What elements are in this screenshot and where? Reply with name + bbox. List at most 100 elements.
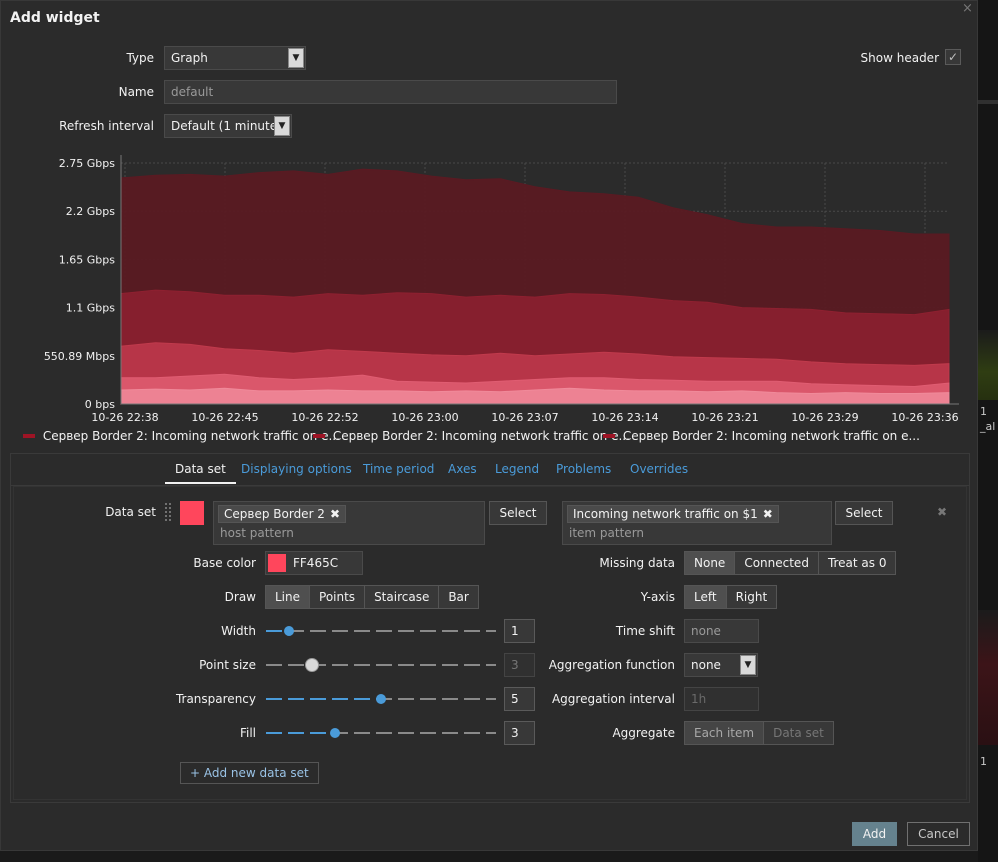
background-page-bottom xyxy=(0,851,978,862)
aggregate-label: Aggregate xyxy=(612,726,675,740)
width-input[interactable]: 1 xyxy=(504,619,535,643)
missing-none-option[interactable]: None xyxy=(685,552,735,574)
tab-overrides[interactable]: Overrides xyxy=(630,462,689,476)
background-text: 1 xyxy=(980,755,987,768)
legend-color-swatch xyxy=(313,433,325,438)
transparency-slider[interactable] xyxy=(266,692,496,706)
missing-data-toggle: None Connected Treat as 0 xyxy=(684,551,897,575)
show-header-checkbox[interactable]: ✓ xyxy=(945,49,961,65)
y-axis-right-option[interactable]: Right xyxy=(725,586,777,608)
tab-problems[interactable]: Problems xyxy=(556,462,612,476)
item-pattern-placeholder: item pattern xyxy=(569,526,645,540)
draw-bar-option[interactable]: Bar xyxy=(438,586,478,608)
x-tick-label: 10-26 22:38 xyxy=(91,411,158,424)
point-size-input: 3 xyxy=(504,653,535,677)
missing-connected-option[interactable]: Connected xyxy=(734,552,818,574)
draw-points-option[interactable]: Points xyxy=(309,586,364,608)
x-tick-label: 10-26 22:45 xyxy=(191,411,258,424)
fill-slider[interactable] xyxy=(266,726,496,740)
width-label: Width xyxy=(221,624,256,638)
y-tick-label: 2.75 Gbps xyxy=(59,157,115,170)
width-slider[interactable] xyxy=(266,624,496,638)
remove-chip-icon[interactable]: ✖ xyxy=(762,507,773,521)
aggregation-interval-label: Aggregation interval xyxy=(551,692,675,706)
draw-staircase-option[interactable]: Staircase xyxy=(364,586,438,608)
host-pattern-input[interactable]: Сервер Border 2 ✖ host pattern xyxy=(213,501,485,545)
chevron-down-icon: ▼ xyxy=(740,655,756,675)
tab-data-set[interactable]: Data set xyxy=(165,462,236,484)
draw-label: Draw xyxy=(224,590,256,604)
base-color-input[interactable]: FF465C xyxy=(265,551,363,575)
background-divider xyxy=(978,100,998,104)
x-tick-label: 10-26 22:52 xyxy=(291,411,358,424)
base-color-value: FF465C xyxy=(293,556,339,570)
y-axis-label: Y-axis xyxy=(640,590,675,604)
show-header-label: Show header xyxy=(860,51,939,65)
slider-thumb[interactable] xyxy=(376,694,386,704)
y-tick-label: 1.65 Gbps xyxy=(59,253,115,266)
item-pattern-input[interactable]: Incoming network traffic on $1 ✖ item pat… xyxy=(562,501,832,545)
base-color-swatch xyxy=(268,554,286,572)
slider-thumb[interactable] xyxy=(330,728,340,738)
legend-item: Сервер Border 2: Incoming network traffi… xyxy=(313,429,630,443)
y-axis-left-option[interactable]: Left xyxy=(685,586,726,608)
time-shift-label: Time shift xyxy=(615,624,675,638)
y-tick-label: 2.2 Gbps xyxy=(66,205,115,218)
config-tabs: Data set Displaying options Time period … xyxy=(11,454,969,486)
fill-label: Fill xyxy=(239,726,256,740)
legend-label: Сервер Border 2: Incoming network traffi… xyxy=(332,429,630,443)
add-new-data-set-button[interactable]: + Add new data set xyxy=(180,762,319,784)
host-pattern-placeholder: host pattern xyxy=(220,526,294,540)
series-area xyxy=(120,387,950,405)
tab-legend[interactable]: Legend xyxy=(495,462,540,476)
draw-toggle: Line Points Staircase Bar xyxy=(265,585,479,609)
legend-label: Сервер Border 2: Incoming network traffi… xyxy=(42,429,340,443)
y-tick-label: 550.89 Mbps xyxy=(44,350,115,363)
draw-line-option[interactable]: Line xyxy=(266,586,310,608)
item-chip: Incoming network traffic on $1 ✖ xyxy=(567,505,779,523)
slider-thumb xyxy=(305,658,319,672)
background-chart-red xyxy=(978,610,998,745)
slider-thumb[interactable] xyxy=(284,626,294,636)
x-tick-label: 10-26 23:21 xyxy=(691,411,758,424)
graph-legend: Сервер Border 2: Incoming network traffi… xyxy=(23,429,923,445)
aggregation-function-label: Aggregation function xyxy=(548,658,675,672)
config-panel: Data set Displaying options Time period … xyxy=(10,453,970,803)
close-icon[interactable]: × xyxy=(962,1,973,16)
transparency-input[interactable]: 5 xyxy=(504,687,535,711)
add-widget-dialog: Add widget × Type Graph ▼ Show header ✓ … xyxy=(0,0,978,851)
tab-displaying-options[interactable]: Displaying options xyxy=(241,462,352,476)
fill-input[interactable]: 3 xyxy=(504,721,535,745)
missing-data-label: Missing data xyxy=(599,556,675,570)
drag-handle-icon[interactable] xyxy=(164,502,172,522)
aggregate-each-item-option: Each item xyxy=(685,722,764,744)
host-chip-label: Сервер Border 2 xyxy=(224,507,325,521)
data-set-color-swatch[interactable] xyxy=(180,501,204,525)
item-select-button[interactable]: Select xyxy=(835,501,893,525)
host-select-button[interactable]: Select xyxy=(489,501,547,525)
x-tick-label: 10-26 23:29 xyxy=(791,411,858,424)
name-input[interactable]: default xyxy=(164,80,617,104)
cancel-button[interactable]: Cancel xyxy=(907,822,970,846)
background-text: _al xyxy=(980,420,996,433)
remove-chip-icon[interactable]: ✖ xyxy=(329,507,341,521)
chevron-down-icon: ▼ xyxy=(274,116,290,136)
graph-preview: 2.75 Gbps 2.2 Gbps 1.65 Gbps 1.1 Gbps 550.89… xyxy=(1,151,979,451)
aggregation-function-select[interactable]: none ▼ xyxy=(684,653,758,677)
missing-treat-zero-option[interactable]: Treat as 0 xyxy=(817,552,896,574)
data-set-label: Data set xyxy=(105,505,156,519)
tab-time-period[interactable]: Time period xyxy=(363,462,435,476)
remove-data-set-icon[interactable]: ✖ xyxy=(937,505,948,519)
legend-color-swatch xyxy=(603,433,615,438)
x-tick-label: 10-26 23:14 xyxy=(591,411,658,424)
refresh-interval-select[interactable]: Default (1 minute) ▼ xyxy=(164,114,292,138)
x-tick-label: 10-26 23:07 xyxy=(491,411,558,424)
time-shift-input[interactable]: none xyxy=(684,619,759,643)
tab-axes[interactable]: Axes xyxy=(448,462,477,476)
add-button[interactable]: Add xyxy=(852,822,897,846)
transparency-label: Transparency xyxy=(175,692,256,706)
type-select[interactable]: Graph ▼ xyxy=(164,46,306,70)
background-page: 1 _al 1 xyxy=(978,0,998,862)
aggregate-toggle: Each item Data set xyxy=(684,721,834,745)
aggregation-function-value: none xyxy=(691,658,721,672)
